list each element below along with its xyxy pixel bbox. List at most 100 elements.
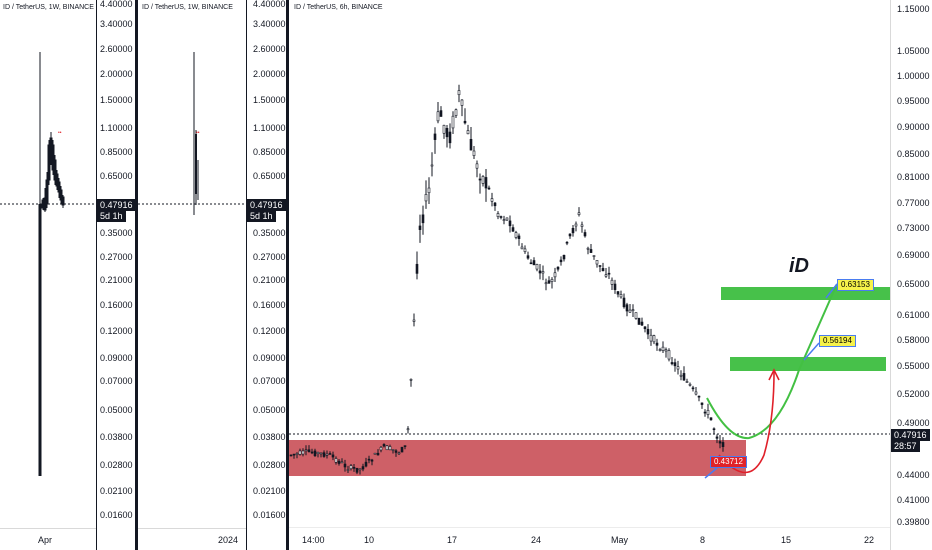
candle-body [472,150,476,156]
pane3-tick: 0.58000 [897,335,930,345]
candle-body [460,99,464,106]
pane3-xlabel: 14:00 [302,535,325,545]
candle-body [571,228,575,234]
pane1-price-badge: 0.47916 [97,199,136,211]
pane2-tick: 0.09000 [253,353,286,363]
candle-body [694,391,698,395]
candle-body [619,294,623,298]
candle-body [394,450,398,453]
pane1-tick: 0.85000 [100,147,133,157]
pane3-tick: 0.85000 [897,149,930,159]
candle-body [451,115,455,129]
candle-body [715,436,719,439]
pane2-tick: 0.07000 [253,376,286,386]
pane3-chart[interactable]: iD [289,0,890,528]
pane2-tick: 1.50000 [253,95,286,105]
pane1-xlabel: Apr [38,535,53,545]
pane1-tick: 0.07000 [100,376,133,386]
candle-body [586,247,590,250]
candle-body [466,130,470,135]
pane1-chart[interactable]: •• [0,0,136,550]
pane2-tick: 0.03800 [253,432,286,442]
pane2-price-badge: 0.47916 [247,199,286,211]
candle-body [475,163,479,169]
pane1-tick: 3.40000 [100,19,133,29]
target-1-label[interactable]: 0.63153 [837,279,874,291]
candle-body [295,453,299,455]
pane1-countdown: 5d 1h [97,210,126,222]
pane1-tick: 0.16000 [100,300,133,310]
candle-body [658,349,662,351]
pane1-tick: 2.60000 [100,44,133,54]
candle-body [352,466,356,469]
candle-body [382,444,386,447]
pane3-xlabel: 24 [531,535,542,545]
pane1-tick: 0.09000 [100,353,133,363]
candle-body [598,265,602,267]
candle-body [385,445,389,451]
pane3-tick: 0.55000 [897,361,930,371]
candle-body [613,283,617,290]
candle-body [301,450,305,455]
candle-body [343,463,347,468]
pane3-tick: 1.05000 [897,46,930,56]
pane-separator[interactable] [135,0,138,550]
pane3-axis-border [890,0,891,550]
pane3-price-badge: 0.47916 [891,429,930,441]
candle-body [391,449,395,451]
candle-body [718,441,722,444]
pane1-tick: 0.65000 [100,171,133,181]
stop-label[interactable]: 0.43712 [710,456,747,468]
candle-body [634,312,638,319]
candle-body [667,350,671,360]
candle-body [307,449,311,452]
pane2-tick: 0.27000 [253,252,286,262]
candle-body [541,271,545,274]
pane3-symbol[interactable]: ID / TetherUS, 6h, BINANCE [294,4,383,11]
pane2-tick: 0.16000 [253,300,286,310]
pane1-tick: 4.40000 [100,0,133,9]
candle-body [478,178,482,181]
pane3-tick: 0.61000 [897,310,930,320]
red-path [718,371,775,474]
candle-body [691,387,695,390]
candle-body [577,212,581,215]
pane2-tick: 0.05000 [253,405,286,415]
candle-body [544,282,548,285]
pane2-tick: 0.01600 [253,510,286,520]
candle-body [487,187,491,190]
pane3-xlabel: May [611,535,629,545]
pane1-tick: 0.02100 [100,486,133,496]
candle-body [457,90,461,96]
pane3-tick: 0.41000 [897,495,930,505]
candle-body [520,246,524,250]
candle-body [580,224,584,227]
candle-body [436,111,440,122]
pane2-symbol[interactable]: ID / TetherUS, 1W, BINANCE [142,4,233,11]
candle-body [688,383,692,386]
candle-body [562,254,566,260]
pane1-symbol[interactable]: ID / TetherUS, 1W, BINANCE [3,4,94,11]
candle-body [484,177,488,189]
candle-body [664,349,668,352]
candle-body [406,428,410,431]
target-2-label[interactable]: 0.56194 [819,335,856,347]
pane3-xlabel: 8 [700,535,706,545]
pane2-countdown: 5d 1h [247,210,276,222]
pane1-tick: 0.02800 [100,460,133,470]
candle-body [505,217,509,221]
pane2-xlabel: 2024 [218,535,239,545]
pane3-tick: 0.95000 [897,96,930,106]
candle-body [304,449,308,452]
candle-body [331,454,335,458]
candle-body [676,366,680,370]
pane1-tick: 1.50000 [100,95,133,105]
pane3-tick: 0.90000 [897,122,930,132]
candle-body [289,454,293,457]
pane2-tick: 0.65000 [253,171,286,181]
pane-separator[interactable] [286,0,289,550]
candle-body [481,176,485,184]
pane2-chart[interactable]: •• [138,0,246,550]
candle-body [469,138,473,151]
